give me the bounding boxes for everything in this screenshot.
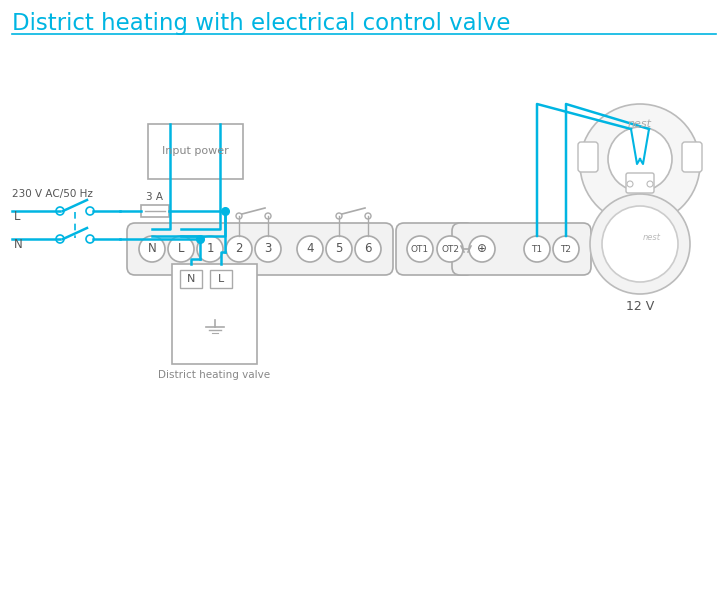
Circle shape <box>580 104 700 224</box>
Text: 6: 6 <box>364 242 372 255</box>
Text: Input power: Input power <box>162 147 229 156</box>
Text: 3: 3 <box>264 242 272 255</box>
Text: ⊕: ⊕ <box>477 242 487 255</box>
Circle shape <box>168 236 194 262</box>
Circle shape <box>297 236 323 262</box>
FancyBboxPatch shape <box>578 142 598 172</box>
Circle shape <box>627 181 633 187</box>
Text: 2: 2 <box>235 242 242 255</box>
Circle shape <box>437 236 463 262</box>
Circle shape <box>553 236 579 262</box>
Text: nest: nest <box>643 232 661 242</box>
FancyBboxPatch shape <box>148 124 243 179</box>
Circle shape <box>56 235 64 243</box>
Circle shape <box>602 206 678 282</box>
Circle shape <box>226 236 252 262</box>
Text: 3 A: 3 A <box>146 192 164 202</box>
Text: L: L <box>218 274 224 284</box>
Circle shape <box>590 194 690 294</box>
Circle shape <box>524 236 550 262</box>
Text: District heating valve: District heating valve <box>159 370 271 380</box>
Text: OT2: OT2 <box>441 245 459 254</box>
Text: L: L <box>14 210 20 223</box>
Circle shape <box>56 207 64 215</box>
Circle shape <box>608 127 672 191</box>
Text: N: N <box>14 238 23 251</box>
Text: 230 V AC/50 Hz: 230 V AC/50 Hz <box>12 189 93 199</box>
Text: OT1: OT1 <box>411 245 429 254</box>
Circle shape <box>355 236 381 262</box>
Circle shape <box>326 236 352 262</box>
Text: District heating with electrical control valve: District heating with electrical control… <box>12 12 510 35</box>
FancyBboxPatch shape <box>127 223 393 275</box>
FancyBboxPatch shape <box>626 173 654 193</box>
FancyBboxPatch shape <box>452 223 591 275</box>
Text: L: L <box>178 242 184 255</box>
Text: N: N <box>148 242 157 255</box>
Circle shape <box>86 235 94 243</box>
Text: 12 V: 12 V <box>626 301 654 314</box>
Circle shape <box>86 207 94 215</box>
Circle shape <box>469 236 495 262</box>
Circle shape <box>365 213 371 219</box>
Circle shape <box>236 213 242 219</box>
Circle shape <box>647 181 653 187</box>
FancyBboxPatch shape <box>682 142 702 172</box>
FancyBboxPatch shape <box>180 270 202 288</box>
Text: T2: T2 <box>561 245 571 254</box>
Text: 1: 1 <box>206 242 214 255</box>
Circle shape <box>139 236 165 262</box>
Text: N: N <box>187 274 195 284</box>
Text: T1: T1 <box>531 245 542 254</box>
FancyBboxPatch shape <box>396 223 474 275</box>
Circle shape <box>407 236 433 262</box>
Circle shape <box>197 236 223 262</box>
Circle shape <box>265 213 271 219</box>
FancyBboxPatch shape <box>141 205 169 217</box>
Text: nest: nest <box>628 119 652 129</box>
FancyBboxPatch shape <box>172 264 257 364</box>
Text: 4: 4 <box>306 242 314 255</box>
FancyBboxPatch shape <box>210 270 232 288</box>
Circle shape <box>255 236 281 262</box>
Text: 5: 5 <box>336 242 343 255</box>
Circle shape <box>336 213 342 219</box>
